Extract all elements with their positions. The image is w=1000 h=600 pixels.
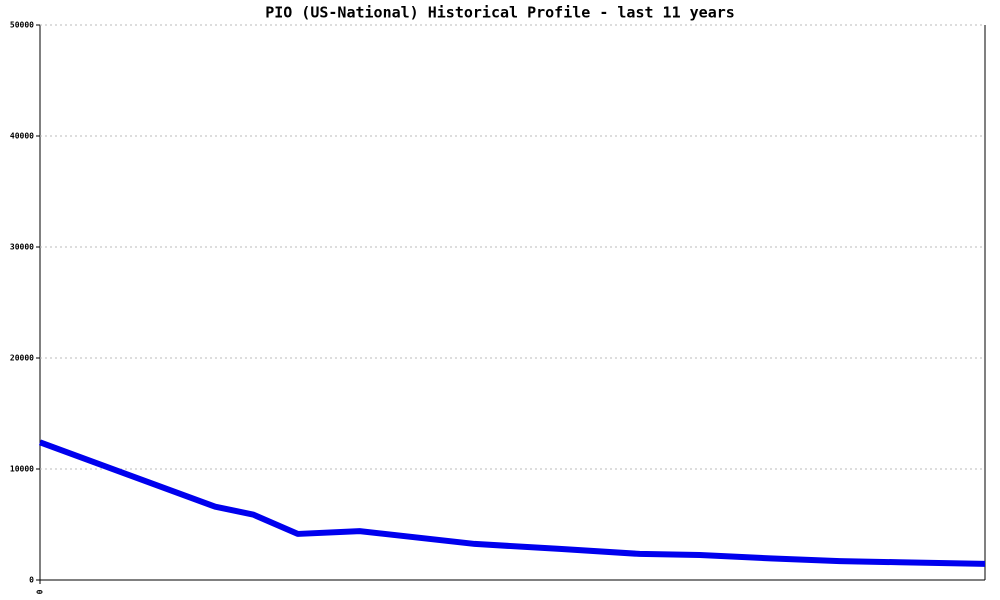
data-line xyxy=(38,439,986,567)
y-tick-label: 30000 xyxy=(10,243,34,252)
y-tick-label: 10000 xyxy=(10,465,34,474)
y-tick-label: 50000 xyxy=(10,21,34,30)
y-tick-label: 40000 xyxy=(10,132,34,141)
y-tick-label: 20000 xyxy=(10,354,34,363)
y-tick-label: 0 xyxy=(29,576,34,585)
x-tick-label: 0 xyxy=(36,589,45,594)
chart-title: PIO (US-National) Historical Profile - l… xyxy=(265,4,735,22)
